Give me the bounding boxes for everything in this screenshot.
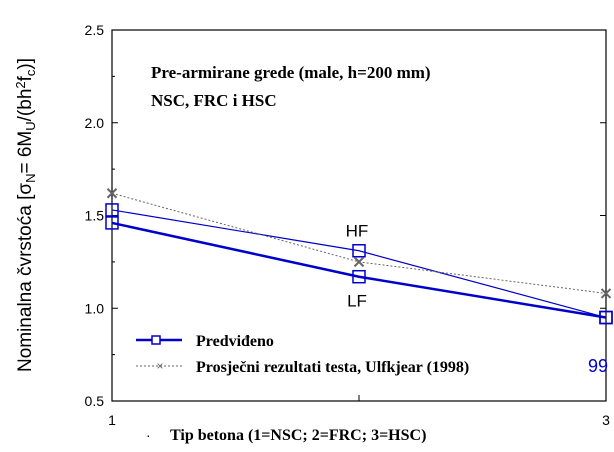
chart-title-line-2: NSC, FRC i HSC (151, 91, 277, 110)
series (105, 188, 613, 325)
y-tick-label: 1.0 (85, 300, 105, 316)
stray-text: 99 (588, 356, 608, 376)
y-axis-title-end: )] (15, 58, 36, 70)
series-line-2 (111, 192, 607, 294)
x-tick-label: 1 (108, 412, 116, 428)
y-tick-label: 2.5 (85, 22, 105, 38)
x-axis-title: Tip betona (1=NSC; 2=FRC; 3=HSC) (170, 427, 426, 444)
annotation-lf: LF (347, 292, 367, 311)
legend: Predviđeno × Prosječni rezultati testa, … (136, 333, 469, 376)
series-line-1 (111, 209, 607, 319)
series-2-point (106, 188, 118, 199)
series-0-point (352, 269, 366, 284)
legend-label-ulfkjear: Prosječni rezultati testa, Ulfkjear (199… (196, 359, 469, 376)
series-2-point (600, 288, 612, 299)
series-1-point (599, 310, 613, 325)
plot-frame (111, 29, 607, 402)
y-tick-label: 0.5 (85, 393, 105, 409)
annotations: HF LF (346, 222, 369, 311)
chart-title-line-1: Pre-armirane grede (male, h=200 mm) (151, 63, 431, 82)
x-axis-dot: · (146, 427, 151, 443)
series-line-0 (111, 221, 607, 319)
y-axis-title-sub2: U (23, 121, 38, 130)
legend-label-predvideno: Predviđeno (196, 333, 274, 350)
legend-marker-ulfkjear: × (156, 359, 163, 373)
y-axis-title: Nominalna čvrstoća [σN= 6MU/(bh2fc)] (13, 58, 38, 372)
series-1-point (105, 203, 119, 217)
y-tick-label: 1.5 (85, 208, 105, 224)
legend-marker-predvideno (151, 335, 161, 345)
y-axis-title-sub3: c (23, 69, 38, 76)
annotation-hf: HF (346, 222, 369, 241)
series-1-point (352, 243, 366, 258)
x-tick-label: 3 (602, 412, 610, 428)
y-axis-title-mid2: f (15, 75, 36, 81)
y-tick-label: 2.0 (85, 115, 105, 131)
y-axis-title-mid: = 6M (15, 131, 36, 174)
y-axis-title-main: Nominalna čvrstoća [σ (15, 183, 36, 372)
y-axis-title-sub1: N (23, 174, 38, 183)
y-axis-title-rest: /(bh (15, 89, 36, 122)
series-2-point (353, 256, 365, 268)
series-0-point (105, 216, 119, 230)
ticks: 0.5 1.0 1.5 2.0 2.5 1 3 (85, 22, 611, 428)
y-axis-title-sup: 2 (13, 81, 28, 88)
